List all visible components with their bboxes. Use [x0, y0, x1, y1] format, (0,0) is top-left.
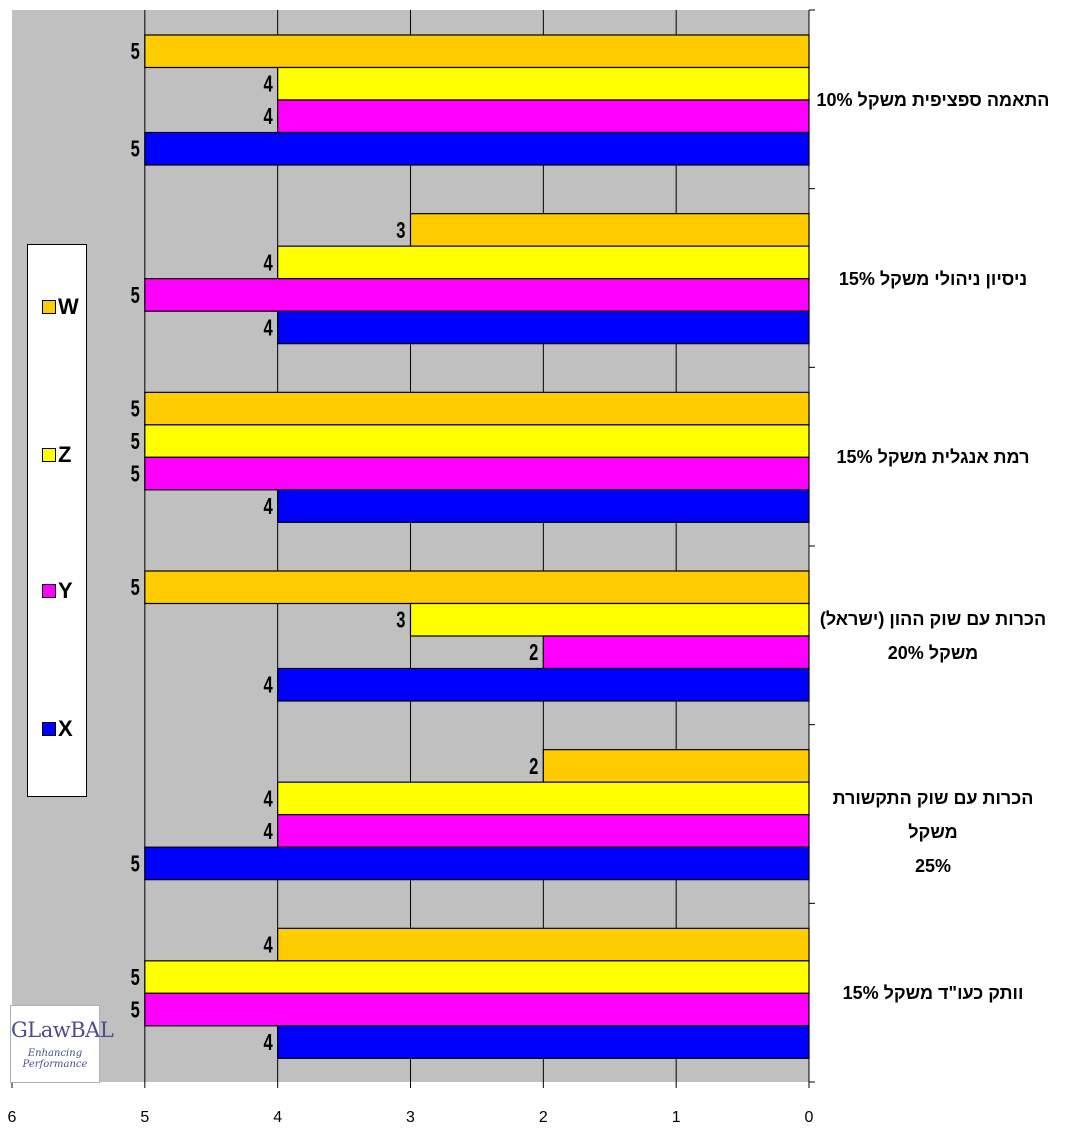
- legend-item-y: Y: [42, 578, 73, 603]
- bar-w: [144, 391, 810, 426]
- legend-swatch-z: [42, 448, 56, 462]
- legend-label-y: Y: [58, 578, 73, 603]
- bar-w: [144, 570, 810, 605]
- x-tick-label: 1: [672, 1109, 681, 1126]
- bar-w: [542, 749, 810, 783]
- x-tick-label: 4: [273, 1109, 282, 1126]
- x-tick-label: 3: [406, 1109, 415, 1126]
- category-label: רמת אנגלית משקל 15%: [808, 440, 1058, 474]
- data-label: 5: [131, 430, 140, 455]
- legend-label-w: W: [58, 294, 79, 319]
- bar-y: [144, 278, 810, 312]
- bar-x: [277, 1025, 810, 1059]
- category-label-line: משקל 20%: [887, 643, 979, 663]
- category-label: ניסיון ניהולי משקל 15%: [808, 262, 1058, 296]
- legend-item-w: W: [42, 294, 79, 319]
- data-label: 5: [131, 852, 140, 877]
- category-label-line: וותק כעו"ד משקל 15%: [842, 983, 1024, 1004]
- bar-y: [144, 992, 810, 1027]
- legend-label-z: Z: [58, 442, 72, 467]
- glawbal-logo: GLawBAL Enhancing Performance: [10, 1005, 114, 1083]
- bar-z: [277, 245, 810, 280]
- bar-w: [277, 927, 810, 962]
- data-label: 5: [131, 397, 140, 422]
- data-label: 4: [263, 787, 273, 812]
- bar-w: [409, 213, 810, 247]
- logo-main-text: GLawBAL: [11, 1018, 114, 1042]
- data-label: 4: [263, 72, 273, 97]
- legend-swatch-w: [42, 300, 56, 314]
- data-label: 4: [263, 673, 273, 698]
- category-label: הכרות עם שוק ההון (ישראל) משקל 20%: [808, 602, 1058, 670]
- legend: W Z Y X: [27, 244, 87, 797]
- category-label-line: ניסיון ניהולי משקל 15%: [838, 268, 1028, 289]
- data-label: 5: [131, 462, 140, 487]
- data-label: 4: [263, 819, 273, 844]
- legend-label-x: X: [58, 716, 73, 741]
- data-label: 4: [263, 105, 273, 130]
- bar-y: [277, 99, 810, 134]
- bar-x: [277, 310, 810, 345]
- data-label: 4: [263, 495, 273, 520]
- category-label-line: 25%: [914, 855, 952, 876]
- bar-z: [144, 960, 810, 994]
- data-label: 4: [263, 1031, 273, 1056]
- bar-x: [144, 846, 810, 881]
- category-label: התאמה ספציפית משקל 10%: [808, 83, 1058, 117]
- x-tick-label: 2: [539, 1109, 548, 1126]
- data-label: 2: [529, 641, 538, 666]
- bar-x: [277, 489, 810, 523]
- data-label: 5: [131, 40, 140, 65]
- data-label: 5: [131, 283, 140, 308]
- category-label: וותק כעו"ד משקל 15%: [808, 976, 1058, 1010]
- bar-x: [277, 667, 810, 702]
- legend-item-x: X: [42, 716, 73, 741]
- bar-y: [542, 635, 810, 670]
- category-label-line: הכרות עם שוק התקשורת משקל: [832, 787, 1034, 842]
- bar-y: [144, 456, 810, 491]
- bar-y: [277, 814, 810, 848]
- data-label: 5: [131, 966, 140, 991]
- data-label: 3: [396, 608, 405, 633]
- category-label-line: רמת אנגלית משקל 15%: [836, 447, 1030, 468]
- category-label-line: הכרות עם שוק ההון (ישראל): [819, 609, 1047, 629]
- bar-z: [277, 781, 810, 816]
- x-tick-label: 0: [805, 1109, 814, 1126]
- legend-item-z: Z: [42, 442, 72, 467]
- legend-swatch-y: [42, 584, 56, 598]
- data-label: 3: [396, 218, 405, 243]
- category-label: הכרות עם שוק התקשורת משקל 25%: [808, 781, 1058, 883]
- bar-z: [277, 66, 810, 101]
- logo-tagline: Enhancing Performance: [22, 1048, 88, 1070]
- legend-swatch-x: [42, 722, 56, 736]
- data-label: 5: [131, 137, 140, 162]
- data-label: 4: [263, 933, 273, 958]
- data-label: 2: [529, 754, 538, 779]
- data-label: 5: [131, 998, 140, 1023]
- category-label-line: התאמה ספציפית משקל 10%: [816, 90, 1050, 110]
- bar-x: [144, 131, 810, 166]
- data-label: 4: [263, 251, 273, 276]
- data-label: 5: [131, 576, 140, 601]
- bar-z: [144, 424, 810, 458]
- x-tick-label: 5: [140, 1109, 149, 1126]
- bar-w: [144, 34, 810, 69]
- x-tick-label: 6: [8, 1109, 17, 1126]
- data-label: 4: [263, 316, 273, 341]
- bar-z: [409, 602, 810, 637]
